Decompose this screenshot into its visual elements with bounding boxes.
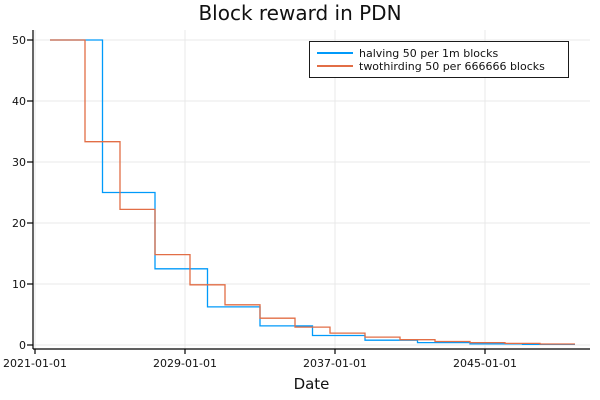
x-tick-label: 2021-01-01 <box>3 357 67 370</box>
legend: halving 50 per 1m blocks twothirding 50 p… <box>309 41 569 78</box>
legend-entry-label: halving 50 per 1m blocks <box>359 46 499 60</box>
legend-line-sample <box>317 52 353 54</box>
tick-marks <box>27 39 486 354</box>
series-lines <box>50 39 575 346</box>
series-line-halving <box>50 39 575 346</box>
tick-labels: 0 10 20 30 40 50 2021-01-01 2029-01-01 2037-01-0… <box>3 34 517 370</box>
y-tick-label: 0 <box>19 339 26 352</box>
y-tick-label: 20 <box>12 217 26 230</box>
legend-entry: halving 50 per 1m blocks <box>310 47 568 60</box>
gridlines <box>33 30 590 349</box>
legend-entry: twothirding 50 per 666666 blocks <box>310 60 568 73</box>
y-tick-label: 40 <box>12 95 26 108</box>
x-axis-label: Date <box>293 375 330 393</box>
y-tick-label: 50 <box>12 34 26 47</box>
series-line-twothirding <box>50 39 575 345</box>
y-tick-label: 10 <box>12 278 26 291</box>
x-tick-label: 2045-01-01 <box>453 357 517 370</box>
x-tick-label: 2037-01-01 <box>303 357 367 370</box>
legend-line-sample <box>317 65 353 67</box>
axes <box>32 30 590 350</box>
y-tick-label: 30 <box>12 156 26 169</box>
chart-title: Block reward in PDN <box>198 1 402 25</box>
legend-entry-label: twothirding 50 per 666666 blocks <box>359 59 545 73</box>
x-tick-label: 2029-01-01 <box>153 357 217 370</box>
